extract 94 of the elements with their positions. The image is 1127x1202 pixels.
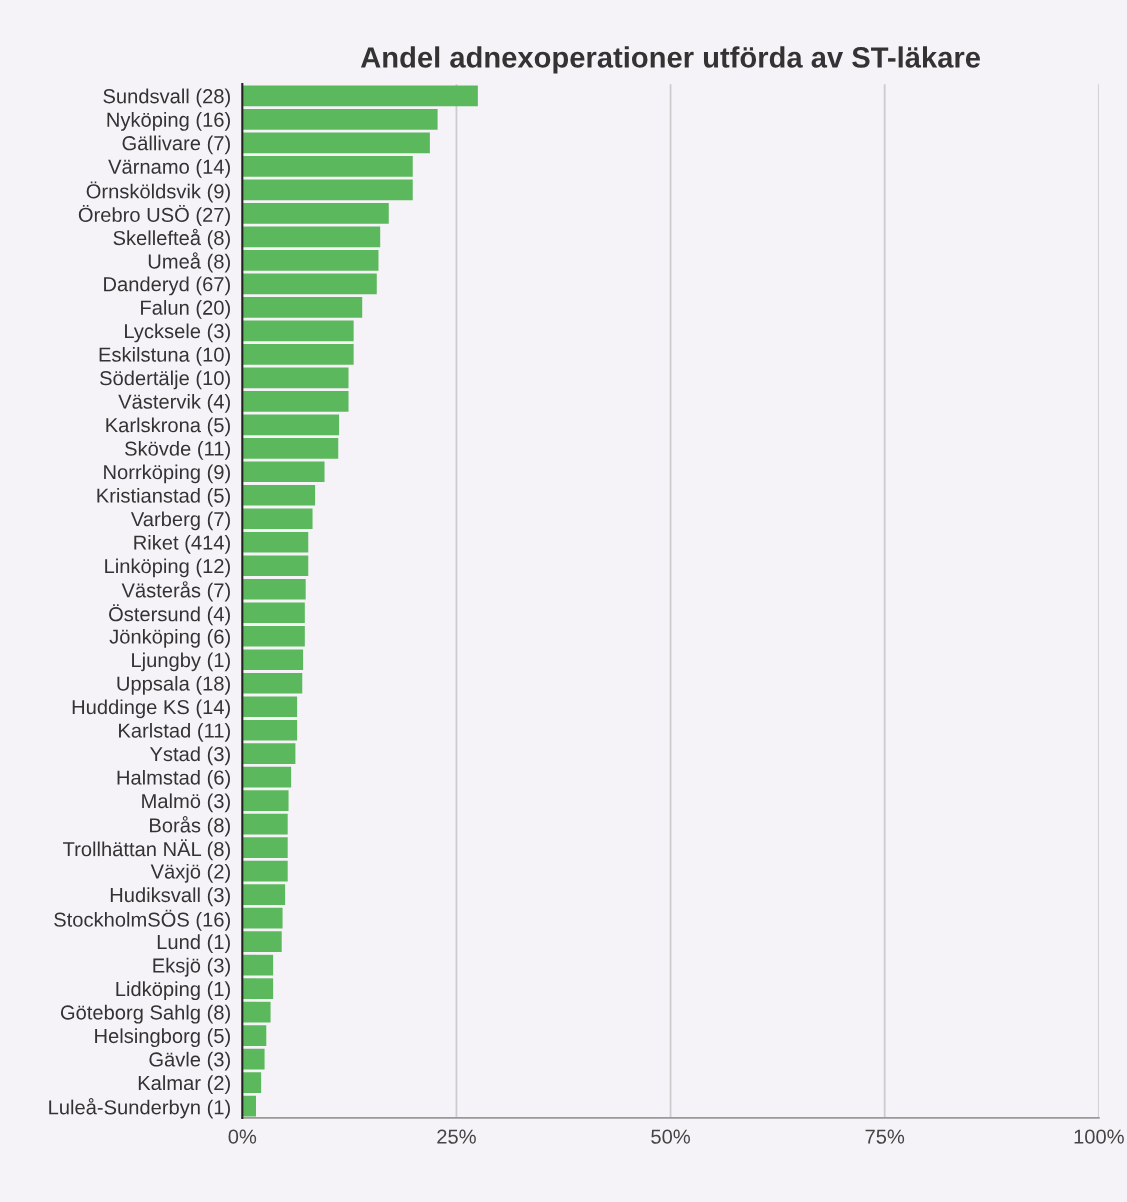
bar xyxy=(242,884,286,906)
bar xyxy=(242,250,379,271)
y-tick-label: Borås (8) xyxy=(150,816,230,837)
y-tick-label: Eksjö (3) xyxy=(153,957,230,977)
y-tick-label: Jönköping (6) xyxy=(109,628,230,648)
bar xyxy=(242,461,325,483)
bar xyxy=(242,179,413,201)
y-tick-label: Södertälje (10) xyxy=(100,370,230,390)
y-tick-label: Nyköping (16) xyxy=(107,112,230,131)
y-tick-label: Västervik (4) xyxy=(118,394,230,413)
bar xyxy=(242,954,274,976)
y-tick-label: Ystad (3) xyxy=(149,746,230,766)
bar xyxy=(242,813,288,835)
bar xyxy=(242,978,274,999)
y-tick-label: Ljungby (1) xyxy=(132,652,230,672)
y-tick-label: Uppsala (18) xyxy=(117,675,230,695)
y-tick-label: Umeå (8) xyxy=(148,252,230,273)
y-tick-label: Trollhättan NÄL (8) xyxy=(63,839,230,861)
y-tick-label: Halmstad (6) xyxy=(117,769,230,789)
y-tick-label: Malmö (3) xyxy=(142,793,230,813)
bar xyxy=(242,602,305,624)
y-tick-label: Linköping (12) xyxy=(105,558,230,578)
bar xyxy=(242,367,349,389)
bar xyxy=(242,1095,257,1117)
y-tick-label: Gällivare (7) xyxy=(122,135,230,155)
bar xyxy=(242,696,298,718)
bar xyxy=(242,203,389,224)
y-tick-label: Falun (20) xyxy=(141,300,230,319)
bar xyxy=(242,743,296,765)
y-tick-label: Luleå-Sunderbyn (1) xyxy=(49,1098,230,1119)
x-tick-label: 25% xyxy=(437,1129,476,1144)
y-tick-label: Skellefteå (8) xyxy=(113,228,230,250)
bar xyxy=(242,625,305,647)
y-tick-label: Karlskrona (5) xyxy=(106,417,230,437)
y-tick-label: Riket (414) xyxy=(134,534,230,554)
y-tick-label: Östersund (4) xyxy=(109,604,230,626)
y-tick-label: Värnamo (14) xyxy=(108,159,230,178)
y-tick-label: Örnsköldsvik (9) xyxy=(86,181,230,203)
y-tick-label: Gävle (3) xyxy=(149,1051,230,1071)
y-tick-label: Karlstad (11) xyxy=(119,722,230,742)
bar xyxy=(242,320,354,342)
y-tick-label: Kristianstad (5) xyxy=(97,487,230,507)
bar xyxy=(242,1025,267,1046)
y-tick-label: Göteborg Sahlg (8) xyxy=(60,1004,230,1024)
bar xyxy=(242,296,363,318)
bar xyxy=(242,273,377,295)
y-tick-label: Örebro USÖ (27) xyxy=(78,204,230,226)
x-tick-label: 100% xyxy=(1074,1129,1124,1144)
y-tick-label: Hudiksvall (3) xyxy=(110,887,230,907)
bar xyxy=(242,719,298,741)
bar xyxy=(242,508,313,530)
x-tick-label: 50% xyxy=(651,1129,690,1144)
chart-title: Andel adnexoperationer utförda av ST-läkare xyxy=(360,46,980,74)
y-tick-label: Helsingborg (5) xyxy=(95,1028,230,1048)
y-tick-label: Kalmar (2) xyxy=(138,1075,230,1095)
bar xyxy=(242,860,288,882)
bar xyxy=(242,649,304,671)
y-tick-label: Västerås (7) xyxy=(121,581,230,602)
x-tick-label: 75% xyxy=(865,1129,905,1144)
bar xyxy=(242,85,478,107)
bar xyxy=(242,156,413,177)
bar xyxy=(242,837,288,859)
bar xyxy=(242,414,340,436)
bar xyxy=(242,672,303,694)
bar xyxy=(242,578,306,600)
y-tick-label: Växjö (2) xyxy=(150,863,230,883)
bar xyxy=(242,766,292,788)
bar xyxy=(242,226,381,248)
x-tick-label: 0% xyxy=(228,1129,257,1144)
y-tick-label: Norrköping (9) xyxy=(104,464,230,484)
y-tick-label: Sundsvall (28) xyxy=(103,88,230,108)
y-tick-label: Eskilstuna (10) xyxy=(99,347,230,366)
bar xyxy=(242,1072,262,1093)
y-tick-label: Lund (1) xyxy=(157,934,230,954)
bar xyxy=(242,1048,265,1070)
y-tick-label: Huddinge KS (14) xyxy=(72,699,230,719)
bar xyxy=(242,390,349,412)
y-tick-label: StockholmSÖS (16) xyxy=(54,909,230,931)
bar xyxy=(242,790,289,812)
bar xyxy=(242,531,309,553)
bar xyxy=(242,907,283,929)
y-tick-label: Varberg (7) xyxy=(130,511,230,531)
bar xyxy=(242,484,316,506)
y-tick-label: Skövde (11) xyxy=(125,440,230,460)
y-tick-label: Danderyd (67) xyxy=(104,276,230,296)
bar xyxy=(242,1001,271,1023)
y-tick-label: Lidköping (1) xyxy=(116,981,230,1001)
y-tick-label: Lycksele (3) xyxy=(125,323,230,343)
bar xyxy=(242,931,282,952)
bar xyxy=(242,437,339,459)
bar xyxy=(242,109,438,130)
bar xyxy=(242,343,354,365)
bar xyxy=(242,555,309,577)
bar xyxy=(242,132,430,154)
